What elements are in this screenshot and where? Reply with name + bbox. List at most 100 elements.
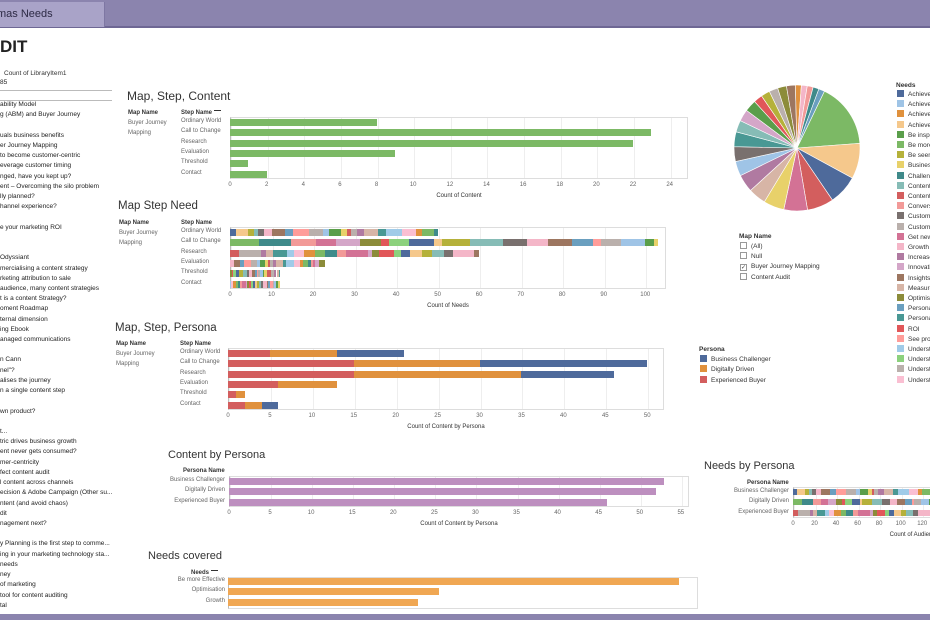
legend-item[interactable]: Innovati	[897, 263, 930, 273]
left-list-item[interactable]: ntent (and avoid chaos)	[0, 499, 68, 507]
bar-segment[interactable]	[421, 229, 434, 236]
left-list-item[interactable]	[0, 529, 112, 539]
bar-segment[interactable]	[914, 499, 921, 506]
legend-item[interactable]: Achieve	[897, 90, 930, 100]
legend-item[interactable]: Achieve	[897, 110, 930, 120]
pie-slice[interactable]	[796, 88, 825, 149]
bar-segment[interactable]	[312, 259, 316, 267]
stacked-bar[interactable]	[793, 489, 930, 495]
left-list-item[interactable]: ney	[0, 571, 11, 579]
bar-segment[interactable]	[918, 509, 930, 516]
bar[interactable]	[230, 119, 377, 126]
left-list-item[interactable]	[0, 212, 112, 222]
bar-segment[interactable]	[265, 259, 269, 267]
bar-segment[interactable]	[835, 499, 843, 506]
bar-segment[interactable]	[272, 280, 275, 288]
bar-segment[interactable]	[842, 499, 845, 506]
bar-segment[interactable]	[272, 249, 287, 257]
left-list-item[interactable]: dit	[0, 509, 7, 517]
filter-option[interactable]: ✓ Buyer Journey Mapping	[740, 263, 820, 273]
bar-segment[interactable]	[894, 509, 901, 516]
bar-segment[interactable]	[811, 489, 816, 495]
bar-segment[interactable]	[380, 239, 389, 247]
bar-segment[interactable]	[798, 509, 811, 516]
bar-segment[interactable]	[911, 499, 915, 506]
bar-segment[interactable]	[240, 259, 244, 267]
bar-segment[interactable]	[905, 499, 912, 506]
bar-segment[interactable]	[260, 259, 266, 267]
left-list-item[interactable]: ability Model	[0, 101, 37, 108]
left-list-item[interactable]: rketing attribution to sale	[0, 274, 71, 282]
bar-segment[interactable]	[817, 509, 825, 516]
bar-segment[interactable]	[367, 249, 373, 257]
bar-segment[interactable]	[453, 249, 475, 257]
left-list-item[interactable]: t is a content Strategy?	[0, 295, 67, 303]
left-list-item[interactable]: tool for content auditing	[0, 591, 68, 599]
bar-segment[interactable]	[645, 239, 654, 247]
left-list-item[interactable]: nged, have you kept up?	[0, 172, 72, 180]
bar-segment[interactable]	[268, 259, 270, 267]
bar-segment[interactable]	[845, 499, 852, 506]
left-list-item[interactable]: anaged communications	[0, 336, 71, 344]
left-list-item[interactable]: lly planned?	[0, 192, 35, 200]
bar-segment[interactable]	[303, 249, 316, 257]
bar-segment[interactable]	[310, 259, 313, 267]
legend-item[interactable]: Achieve	[897, 120, 930, 131]
bar-segment[interactable]	[470, 239, 503, 247]
left-list-item[interactable]	[0, 417, 112, 427]
bar-segment[interactable]	[241, 280, 247, 288]
bar-segment[interactable]	[846, 489, 856, 495]
bar-segment-experienced-buyer[interactable]	[228, 401, 245, 409]
bar-segment[interactable]	[893, 489, 899, 495]
bar-segment[interactable]	[260, 270, 264, 278]
bar-segment[interactable]	[243, 259, 251, 267]
bar-segment[interactable]	[600, 239, 622, 247]
bar-segment[interactable]	[592, 239, 601, 247]
bar-segment[interactable]	[293, 259, 301, 267]
bar[interactable]	[228, 578, 680, 585]
bar-segment-experienced-buyer[interactable]	[228, 380, 279, 388]
left-list-item[interactable]	[0, 345, 112, 355]
legend-item[interactable]: Underst	[897, 355, 930, 365]
left-list-item[interactable]: ecision & Adobe Campaign (Other su...	[0, 489, 112, 497]
legend-item[interactable]: Be inspi	[897, 130, 930, 141]
bar-segment[interactable]	[878, 489, 884, 495]
bar-segment[interactable]	[346, 249, 368, 257]
bar-segment[interactable]	[230, 270, 233, 278]
left-list-item[interactable]	[0, 120, 112, 130]
bar-segment[interactable]	[239, 280, 242, 288]
bar-segment[interactable]	[859, 499, 863, 506]
bar-segment[interactable]	[315, 249, 325, 257]
legend-item[interactable]: Persona	[897, 304, 930, 314]
left-list-item[interactable]: n Cann	[0, 356, 21, 364]
bar-segment[interactable]	[846, 509, 853, 516]
checkbox[interactable]	[740, 252, 747, 260]
left-list-item[interactable]: wn product?	[0, 407, 36, 415]
bar-segment[interactable]	[415, 229, 422, 236]
bar-segment[interactable]	[815, 489, 821, 495]
bar-segment[interactable]	[260, 249, 266, 257]
left-list-item[interactable]: ternal dimension	[0, 315, 48, 323]
bar-segment[interactable]	[230, 259, 234, 267]
bar-segment[interactable]	[230, 280, 232, 288]
bar-segment[interactable]	[867, 489, 872, 495]
bar-segment[interactable]	[921, 499, 929, 506]
legend-item[interactable]: Challeng	[897, 171, 930, 182]
bar-segment[interactable]	[400, 249, 411, 257]
bar-segment[interactable]	[898, 489, 909, 495]
bar-segment[interactable]	[231, 280, 234, 288]
sort-icon[interactable]	[211, 570, 219, 575]
bar-segment[interactable]	[859, 489, 868, 495]
bar-segment[interactable]	[874, 489, 879, 495]
legend-item[interactable]: See proc	[897, 334, 930, 345]
bar-segment[interactable]	[251, 270, 255, 278]
bar-segment[interactable]	[901, 509, 907, 516]
bar-segment[interactable]	[267, 280, 269, 288]
left-list-item[interactable]: l content across channels	[0, 479, 74, 487]
stacked-bar[interactable]	[228, 360, 664, 368]
legend-item[interactable]: ROI	[897, 324, 920, 335]
bar-segment[interactable]	[793, 489, 797, 495]
bar-segment[interactable]	[247, 280, 249, 288]
stacked-bar[interactable]	[793, 509, 930, 516]
bar-segment[interactable]	[653, 239, 658, 247]
